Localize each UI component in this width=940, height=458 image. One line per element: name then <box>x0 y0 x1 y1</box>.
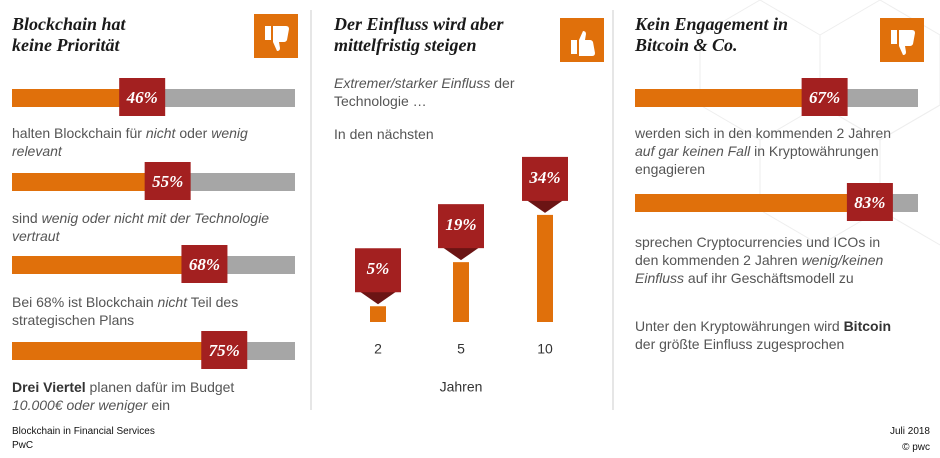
text-run: wenig/keinen <box>801 252 884 268</box>
axis-unit: Jahren <box>440 379 483 395</box>
text-run: auf ihr Geschäftsmodell zu <box>684 270 854 286</box>
item-text: engagieren <box>635 160 705 178</box>
value-badge <box>355 248 401 293</box>
item-text: Drei Viertel planen dafür im Budget <box>12 378 234 396</box>
panel-title: Der Einfluss wird aber <box>334 14 504 34</box>
text-run: wenig oder nicht mit der Technologie <box>41 210 270 226</box>
value-badge <box>201 331 248 369</box>
item-text: auf gar keinen Fall in Kryptowährungen <box>635 142 879 160</box>
text-run: den kommenden 2 Jahren <box>635 252 802 268</box>
panel-title: mittelfristig steigen <box>334 35 477 55</box>
item-text: Bei 68% ist Blockchain nicht Teil des <box>12 293 238 311</box>
value-badge <box>119 78 166 116</box>
footer-left: PwC <box>12 440 34 451</box>
text-run: ein <box>147 397 171 413</box>
value-label: 19% <box>445 215 476 234</box>
text-run: der <box>490 75 515 91</box>
bar <box>12 89 143 107</box>
bar <box>12 256 205 274</box>
icon-thumb-down <box>880 18 924 62</box>
text-run: oder <box>175 125 212 141</box>
panel-title: keine Priorität <box>12 35 120 55</box>
text-run: Teil des <box>187 294 239 310</box>
value-label: 67% <box>809 88 840 107</box>
bar <box>635 89 825 107</box>
item-text: werden sich in den kommenden 2 Jahren <box>635 124 891 142</box>
value-badge <box>846 183 893 221</box>
panel-title: Kein Engagement in <box>635 14 789 34</box>
item-text: sind wenig oder nicht mit der Technologi… <box>12 209 269 227</box>
value-label: 34% <box>528 168 560 187</box>
intro-text: Extremer/starker Einfluss der <box>334 74 515 92</box>
item-text: vertraut <box>12 227 59 245</box>
value-badge <box>181 245 228 283</box>
column <box>537 214 553 322</box>
text-run: sind <box>12 210 42 226</box>
item-text: den kommenden 2 Jahren wenig/keinen <box>635 251 883 269</box>
value-label: 68% <box>189 255 220 274</box>
item-text: relevant <box>12 142 62 160</box>
x-tick-label: 2 <box>374 341 382 357</box>
value-badge <box>438 204 484 249</box>
value-badge <box>144 162 191 200</box>
column <box>453 262 469 322</box>
icon-thumb-up <box>560 18 604 62</box>
footer-right: © pwc <box>902 442 930 453</box>
text-run: relevant <box>12 143 62 159</box>
text-run: engagieren <box>635 161 706 177</box>
text-run: nicht <box>145 125 176 141</box>
footer-left: Blockchain in Financial Services <box>12 426 155 437</box>
text-run: in Kryptowährungen <box>750 143 879 159</box>
text-run: Bitcoin <box>843 318 892 334</box>
panel-title: Bitcoin & Co. <box>635 35 738 55</box>
text-run: Einfluss <box>635 270 685 286</box>
bar <box>12 173 168 191</box>
intro-text: Technologie … <box>334 92 427 110</box>
text-run: 10.000€ oder weniger <box>12 397 148 413</box>
text-run: wenig <box>211 125 248 141</box>
text-run: vertraut <box>12 228 60 244</box>
text-run: halten Blockchain für <box>12 125 146 141</box>
value-label: 5% <box>367 259 390 278</box>
value-badge <box>801 78 848 116</box>
text-run: Bei 68% ist Blockchain <box>12 294 158 310</box>
bar <box>12 342 225 360</box>
icon-thumb-down <box>254 14 298 58</box>
text-run: Extremer/starker Einfluss <box>334 75 491 91</box>
note-text: Unter den Kryptowährungen wird Bitcoin <box>635 317 891 335</box>
value-label: 55% <box>152 172 183 191</box>
item-text: halten Blockchain für nicht oder wenig <box>12 124 248 142</box>
item-text: 10.000€ oder weniger ein <box>12 396 170 414</box>
subtitle: In den nächsten <box>334 126 434 142</box>
text-run: Technologie … <box>334 93 427 109</box>
value-label: 75% <box>209 341 240 360</box>
text-run: strategischen Plans <box>12 312 135 328</box>
x-tick-label: 5 <box>457 341 465 357</box>
value-label: 83% <box>854 193 885 212</box>
value-badge <box>522 156 568 201</box>
text-run: der größte Einfluss zugesprochen <box>635 336 845 352</box>
item-text: strategischen Plans <box>12 311 134 329</box>
item-text: sprechen Cryptocurrencies und ICOs in <box>635 233 880 251</box>
text-run: Unter den Kryptowährungen wird <box>635 318 844 334</box>
text-run: Drei Viertel <box>12 379 86 395</box>
item-text: Einfluss auf ihr Geschäftsmodell zu <box>635 269 854 287</box>
text-run: sprechen Cryptocurrencies und ICOs in <box>635 234 881 250</box>
footer-right: Juli 2018 <box>889 426 930 437</box>
column <box>370 306 386 322</box>
text-run: planen dafür im Budget <box>85 379 235 395</box>
panel-title: Blockchain hat <box>12 14 126 34</box>
text-run: nicht <box>157 294 188 310</box>
value-label: 46% <box>126 88 158 107</box>
bar <box>635 194 870 212</box>
text-run: werden sich in den kommenden 2 Jahren <box>635 125 892 141</box>
note-text: der größte Einfluss zugesprochen <box>635 335 844 353</box>
x-tick-label: 10 <box>537 341 553 357</box>
text-run: auf gar keinen Fall <box>635 143 751 159</box>
